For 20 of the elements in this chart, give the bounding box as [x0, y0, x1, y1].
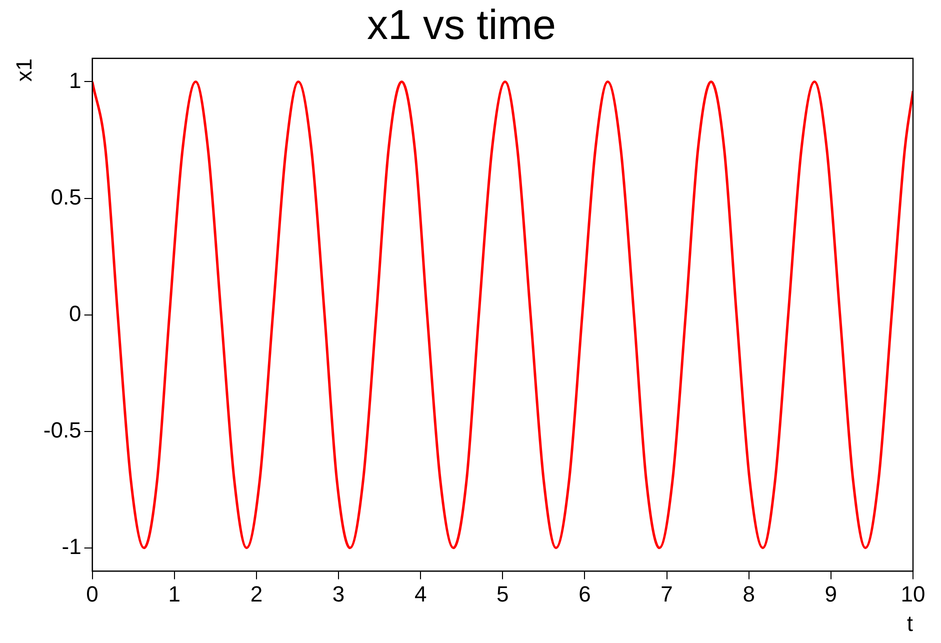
x-tick-label: 8 — [742, 581, 755, 606]
x-tick-label: 5 — [496, 581, 509, 606]
line-series — [92, 80, 913, 550]
y-tick-label: 0 — [69, 300, 82, 326]
x-tick-label: 6 — [578, 581, 591, 606]
y-tick-label: -0.5 — [43, 417, 82, 442]
x-tick-label: 3 — [332, 581, 345, 606]
y-tick-label: 0.5 — [50, 184, 82, 210]
y-axis-title: x1 — [11, 58, 36, 82]
x-tick-label: 4 — [414, 581, 427, 606]
x-axis-title: t — [906, 610, 913, 636]
x-tick-label: 7 — [660, 581, 673, 606]
x-tick-label: 9 — [824, 581, 838, 606]
y-tick-label: -1 — [62, 534, 82, 559]
y-tick-label: 1 — [69, 68, 82, 93]
x-tick-label: 1 — [168, 581, 181, 606]
chart-title: x1 vs time — [366, 0, 556, 48]
x-tick-label: 2 — [250, 581, 263, 606]
x-tick-label: 10 — [900, 581, 926, 606]
x-tick-label: 0 — [86, 581, 98, 606]
